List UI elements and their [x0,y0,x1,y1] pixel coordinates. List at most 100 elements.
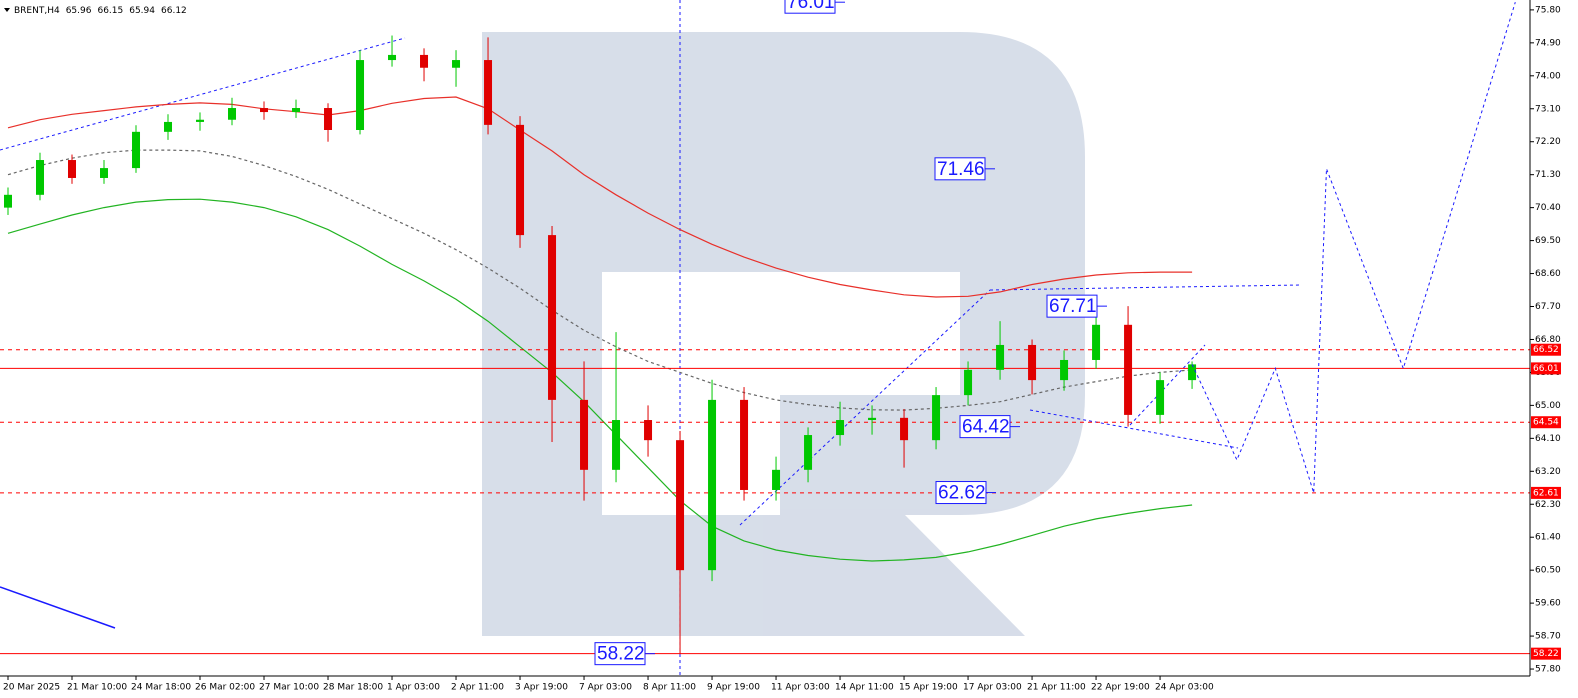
candle-body [1028,344,1037,381]
candle-body [676,440,685,571]
x-tick-label: 17 Apr 03:00 [963,683,1022,693]
y-tick-label: 75.80 [1535,5,1561,15]
candle-body [516,124,525,236]
price-label: 67.71 [1049,296,1097,317]
x-tick-label: 27 Mar 10:00 [259,683,319,693]
y-tick-label: 60.50 [1535,566,1561,576]
level-tag [1531,416,1561,429]
y-tick-label: 59.60 [1535,599,1561,609]
candle-body [68,160,77,178]
x-tick-label: 9 Apr 19:00 [707,683,760,693]
candle-body [260,108,269,113]
x-tick-label: 24 Apr 03:00 [1155,683,1214,693]
x-tick-label: 20 Mar 2025 [3,683,60,693]
candle-body [708,399,717,571]
y-tick-label: 58.70 [1535,632,1561,642]
candle-body [964,369,973,396]
candle-body [1156,380,1165,415]
candle-body [644,420,653,441]
candle-body [100,168,109,178]
watermark [482,32,1085,636]
menu-arrow[interactable] [4,8,10,12]
candle-body [324,108,333,130]
header: BRENT,H4 65.96 66.15 65.94 66.12 [14,6,187,16]
level-tag [1531,486,1561,499]
candle-body [196,119,205,122]
price-label: 64.42 [962,417,1010,438]
y-tick-label: 69.50 [1535,236,1561,246]
candle-body [772,469,781,490]
x-tick-label: 2 Apr 11:00 [451,683,504,693]
candle-body [1060,359,1069,381]
candle-body [740,399,749,490]
level-tag [1531,362,1561,375]
level-label: 64.54 [1533,418,1559,428]
y-tick-label: 70.40 [1535,203,1561,213]
level-label: 58.22 [1533,649,1559,659]
header-value: 66.15 [97,6,123,16]
candle-body [1092,324,1101,360]
candle-body [36,160,45,195]
candle-body [228,108,237,120]
level-tag [1531,343,1561,356]
candle-body [356,60,365,131]
x-tick-label: 1 Apr 03:00 [387,683,440,693]
header-value: 65.94 [129,6,155,16]
candle-body [868,417,877,421]
trend-lines [0,0,1301,676]
candle-body [164,121,173,132]
level-label: 62.61 [1533,488,1559,498]
candle-body [132,131,141,169]
y-tick-label: 68.60 [1535,269,1561,279]
header-value: 66.12 [161,6,187,16]
y-tick-label: 67.70 [1535,302,1561,312]
x-tick-label: 24 Mar 18:00 [131,683,191,693]
x-tick-label: 26 Mar 02:00 [195,683,255,693]
candle-body [900,417,909,441]
y-tick-label: 57.80 [1535,665,1561,675]
x-tick-label: 11 Apr 03:00 [771,683,830,693]
y-tick-label: 72.20 [1535,137,1561,147]
candle-body [1124,324,1133,415]
candle-body [996,344,1005,370]
candle-body [548,235,557,400]
candle-body [804,435,813,470]
level-label: 66.01 [1533,364,1559,374]
symbol: BRENT,H4 [14,6,60,16]
y-tick-label: 73.10 [1535,104,1561,114]
candle-body [1188,364,1197,381]
y-tick-label: 65.00 [1535,401,1561,411]
candle-body [932,395,941,441]
plot-area [0,2,1530,655]
candle-body [292,108,301,113]
price-label: 58.22 [597,644,645,665]
moving-average [7,198,1193,562]
price-label: 76.01 [787,0,835,13]
x-tick-label: 21 Mar 10:00 [67,683,127,693]
x-tick-label: 8 Apr 11:00 [643,683,696,693]
candle-body [452,60,461,68]
y-tick-label: 66.80 [1535,335,1561,345]
y-tick-label: 71.30 [1535,170,1561,180]
x-tick-label: 21 Apr 11:00 [1027,683,1086,693]
price-label: 71.46 [937,159,985,180]
y-tick-label: 74.00 [1535,71,1561,81]
header-value: 65.96 [66,6,92,16]
candle-body [420,54,429,68]
x-tick-label: 7 Apr 03:00 [579,683,632,693]
candle-body [580,399,589,470]
x-tick-label: 22 Apr 19:00 [1091,683,1150,693]
y-tick-label: 74.90 [1535,38,1561,48]
candle-body [388,54,397,61]
y-tick-label: 61.40 [1535,533,1561,543]
moving-average [7,149,1193,411]
trend-line [0,586,116,629]
y-tick-label: 64.10 [1535,434,1561,444]
y-tick-label: 62.30 [1535,500,1561,510]
candle-body [484,60,493,125]
y-tick-label: 63.20 [1535,467,1561,477]
x-tick-label: 15 Apr 19:00 [899,683,958,693]
candle-body [836,420,845,436]
level-label: 66.52 [1533,345,1559,355]
